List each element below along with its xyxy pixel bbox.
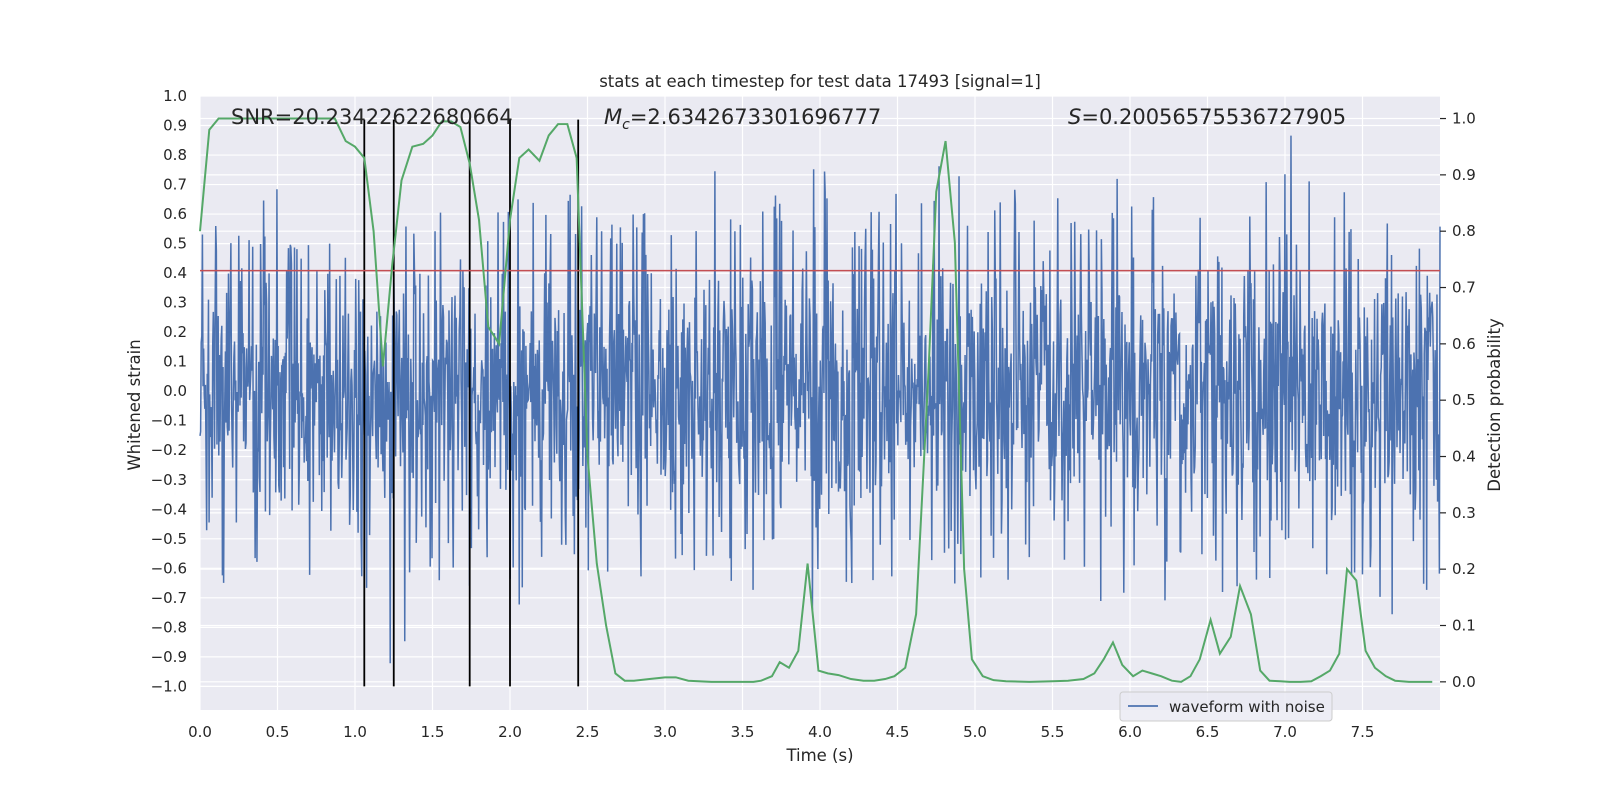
y-left-tick-label: −0.8 <box>151 618 187 636</box>
y-right-tick-label: 0.4 <box>1452 448 1476 466</box>
y-right-tick-label: 0.5 <box>1452 391 1476 409</box>
y-left-tick-label: −0.4 <box>151 500 187 518</box>
y-left-tick-label: 0.7 <box>163 176 187 194</box>
y-right-tick-label: 0.6 <box>1452 335 1476 353</box>
y-right-axis-label: Detection probability <box>1485 318 1504 492</box>
y-left-tick-label: −0.7 <box>151 589 187 607</box>
y-right-tick-label: 0.3 <box>1452 504 1476 522</box>
y-right-tick-label: 0.1 <box>1452 617 1476 635</box>
y-left-tick-label: 0.3 <box>163 294 187 312</box>
chirp-mass-symbol: M <box>604 105 622 129</box>
waveform-series <box>199 135 1441 664</box>
x-axis-label: Time (s) <box>785 746 853 765</box>
y-right-tick-label: 0.9 <box>1452 166 1476 184</box>
s-annotation: S=0.20056575536727905 <box>1068 105 1346 129</box>
y-left-tick-label: 0.6 <box>163 205 187 223</box>
legend-label-waveform: waveform with noise <box>1169 698 1325 716</box>
chirp-mass-annotation: Mc=2.6342673301696777 <box>604 105 881 133</box>
x-tick-label: 2.0 <box>498 723 522 741</box>
y-left-tick-label: 0.1 <box>163 353 187 371</box>
x-tick-label: 1.0 <box>343 723 367 741</box>
x-tick-label: 7.0 <box>1273 723 1297 741</box>
s-symbol: S <box>1068 105 1081 129</box>
x-tick-label: 3.5 <box>731 723 755 741</box>
y-left-tick-label: −1.0 <box>151 677 187 695</box>
y-left-tick-label: 1.0 <box>163 87 187 105</box>
x-tick-label: 1.5 <box>421 723 445 741</box>
x-tick-label: 2.5 <box>576 723 600 741</box>
x-tick-label: 4.5 <box>886 723 910 741</box>
y-right-tick-label: 1.0 <box>1452 110 1476 128</box>
y-left-tick-label: 0.2 <box>163 323 187 341</box>
s-value: =0.20056575536727905 <box>1081 105 1346 129</box>
y-left-tick-label: 0.5 <box>163 235 187 253</box>
x-tick-label: 6.0 <box>1118 723 1142 741</box>
chirp-mass-subscript: c <box>622 117 630 133</box>
y-right-tick-label: 0.7 <box>1452 279 1476 297</box>
x-tick-label: 7.5 <box>1351 723 1375 741</box>
x-tick-label: 5.5 <box>1041 723 1065 741</box>
y-right-tick-label: 0.2 <box>1452 560 1476 578</box>
y-right-axis-ticks: 1.0 0.9 0.8 0.7 0.6 0.5 0.4 0.3 0.2 0.1 0.0 <box>1440 110 1476 691</box>
y-left-tick-label: −0.5 <box>151 530 187 548</box>
y-right-tick-label: 0.8 <box>1452 222 1476 240</box>
y-left-tick-label: −0.6 <box>151 559 187 577</box>
x-tick-label: 0.5 <box>266 723 290 741</box>
x-axis-ticks: 0.0 0.5 1.0 1.5 2.0 2.5 3.0 3.5 4.0 4.5 5.0 5.5 6.0 6… <box>188 723 1374 741</box>
waveform-line <box>199 135 1441 664</box>
y-left-tick-label: 0.9 <box>163 117 187 135</box>
y-left-tick-label: 0.4 <box>163 264 187 282</box>
legend: waveform with noise <box>1119 691 1333 722</box>
legend-box <box>1119 691 1333 722</box>
y-left-axis-ticks: 1.0 0.9 0.8 0.7 0.6 0.5 0.4 0.3 0.2 0.1 0.0 −0.1 −0.… <box>151 87 187 695</box>
y-left-tick-label: 0.8 <box>163 146 187 164</box>
x-tick-label: 4.0 <box>808 723 832 741</box>
x-tick-label: 3.0 <box>653 723 677 741</box>
x-tick-label: 5.0 <box>963 723 987 741</box>
y-left-tick-label: −0.2 <box>151 441 187 459</box>
x-tick-label: 0.0 <box>188 723 212 741</box>
y-left-tick-label: −0.9 <box>151 648 187 666</box>
x-tick-label: 6.5 <box>1196 723 1220 741</box>
y-left-tick-label: −0.1 <box>151 412 187 430</box>
y-left-tick-label: −0.3 <box>151 471 187 489</box>
y-right-tick-label: 0.0 <box>1452 673 1476 691</box>
y-left-tick-label: 0.0 <box>163 382 187 400</box>
detection-probability-line <box>199 117 1433 683</box>
y-left-axis-label: Whitened strain <box>125 339 144 470</box>
chirp-mass-value: =2.6342673301696777 <box>630 105 881 129</box>
chart-title: stats at each timestep for test data 174… <box>599 72 1041 91</box>
snr-annotation: SNR=20.23422622680664 <box>231 105 513 129</box>
